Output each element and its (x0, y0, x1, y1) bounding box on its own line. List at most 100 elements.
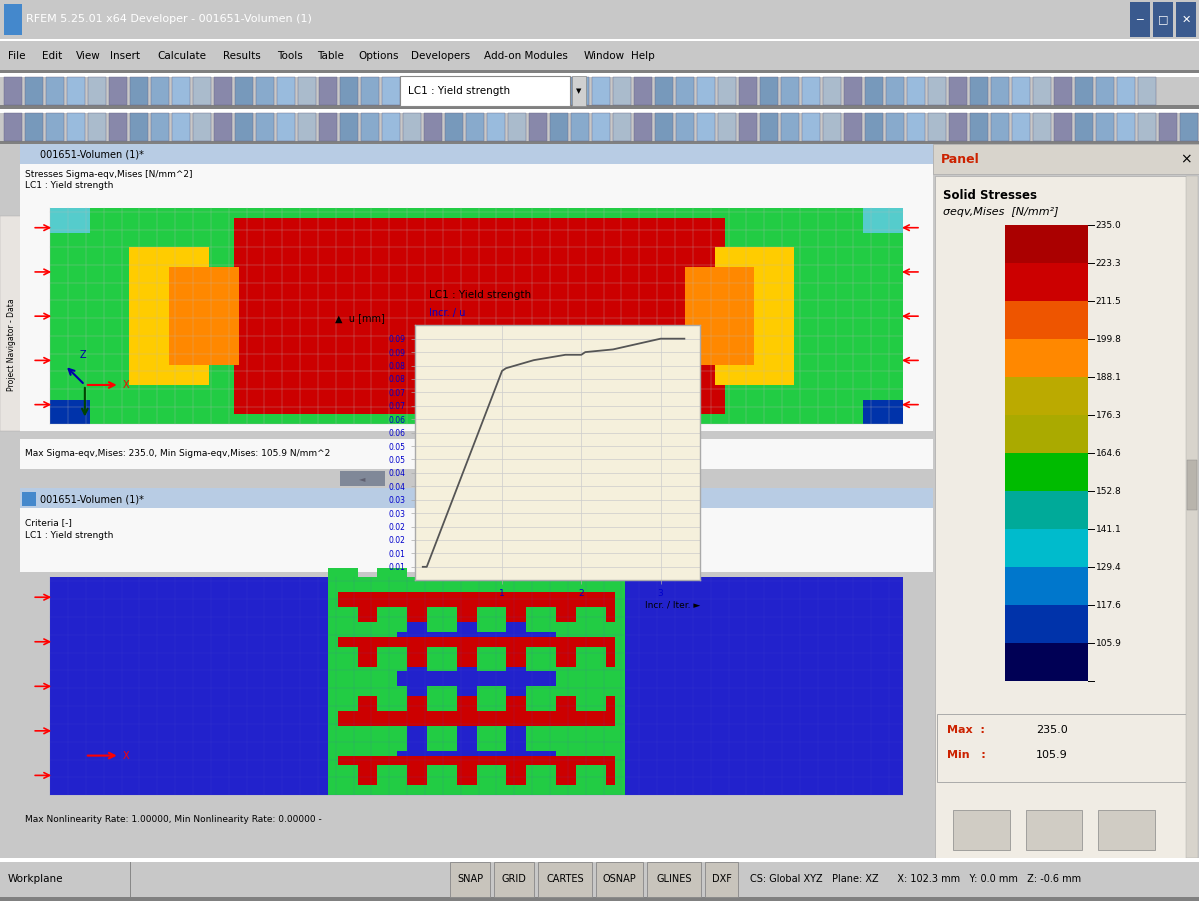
Text: OSNAP: OSNAP (603, 874, 637, 885)
Bar (1005, 529, 1087, 568)
Bar (338, 756, 615, 786)
Bar (213, 114, 231, 141)
Bar (685, 267, 754, 365)
Bar (171, 114, 189, 141)
Bar (906, 77, 924, 105)
Text: RFEM 5.25.01 x64 Developer - 001651-Volumen (1): RFEM 5.25.01 x64 Developer - 001651-Volu… (26, 14, 312, 24)
Bar (46, 77, 64, 105)
Bar (427, 647, 457, 671)
Bar (1005, 415, 1087, 453)
Bar (1012, 114, 1030, 141)
Bar (970, 77, 988, 105)
Text: LC1 : Yield strength: LC1 : Yield strength (408, 86, 510, 96)
Bar (229, 262, 724, 370)
Text: Results: Results (223, 50, 261, 61)
Bar (400, 76, 570, 106)
Bar (724, 208, 903, 424)
Bar (382, 77, 400, 105)
Bar (427, 607, 457, 632)
Bar (338, 592, 615, 622)
Text: 199.8: 199.8 (1096, 335, 1122, 344)
Bar (526, 766, 556, 790)
Bar (378, 687, 408, 711)
Bar (229, 218, 724, 414)
Text: CARTES: CARTES (547, 874, 584, 885)
Text: Min   :: Min : (947, 751, 986, 760)
Bar (327, 607, 357, 632)
Bar (193, 77, 211, 105)
Bar (1186, 177, 1198, 859)
Bar (1129, 2, 1150, 37)
Bar (338, 696, 615, 726)
Bar (592, 114, 610, 141)
Bar (928, 77, 946, 105)
Bar (0, 141, 1199, 144)
Bar (151, 77, 169, 105)
Bar (718, 77, 736, 105)
Text: Project Navigator - Data: Project Navigator - Data (7, 298, 16, 391)
Bar (886, 114, 904, 141)
Bar (1098, 810, 1155, 851)
Text: Edit: Edit (42, 50, 62, 61)
Bar (0, 215, 23, 431)
Bar (992, 77, 1010, 105)
Bar (1054, 114, 1072, 141)
Bar (378, 647, 408, 671)
Bar (823, 114, 840, 141)
Text: CS: Global XYZ   Plane: XZ      X: 102.3 mm   Y: 0.0 mm   Z: -0.6 mm: CS: Global XYZ Plane: XZ X: 102.3 mm Y: … (751, 874, 1081, 885)
Bar (319, 114, 337, 141)
Bar (424, 114, 442, 141)
Text: X: X (122, 380, 129, 390)
Bar (1005, 453, 1087, 491)
Bar (476, 726, 506, 751)
Bar (235, 77, 253, 105)
Bar (4, 114, 22, 141)
Bar (802, 114, 820, 141)
Text: Criteria [-]: Criteria [-] (25, 518, 72, 527)
Bar (886, 77, 904, 105)
Bar (718, 114, 736, 141)
Bar (341, 114, 359, 141)
Text: Add-on Modules: Add-on Modules (484, 50, 568, 61)
Bar (50, 208, 90, 232)
Bar (338, 637, 615, 667)
Bar (494, 862, 534, 896)
Bar (550, 77, 568, 105)
Text: ─: ─ (1137, 14, 1144, 24)
Bar (526, 607, 556, 632)
Bar (151, 114, 169, 141)
Bar (129, 114, 147, 141)
Bar (476, 766, 506, 790)
Bar (634, 114, 652, 141)
Text: X: X (122, 751, 129, 760)
Bar (25, 114, 43, 141)
Bar (4, 4, 22, 35)
Bar (427, 726, 457, 751)
Bar (88, 77, 106, 105)
Bar (1005, 340, 1087, 378)
Bar (67, 114, 85, 141)
Bar (109, 114, 127, 141)
Text: Calculate: Calculate (157, 50, 206, 61)
Text: Options: Options (359, 50, 398, 61)
Bar (403, 114, 421, 141)
Bar (378, 726, 408, 751)
Bar (378, 568, 408, 592)
Bar (50, 578, 903, 796)
Text: Z: Z (80, 350, 86, 360)
Bar (319, 77, 337, 105)
Bar (67, 77, 85, 105)
Bar (1159, 114, 1177, 141)
Bar (1138, 77, 1156, 105)
Bar (327, 726, 357, 751)
Text: 211.5: 211.5 (1096, 296, 1121, 305)
Text: ×: × (1180, 152, 1192, 166)
Bar (576, 647, 605, 671)
Bar (634, 77, 652, 105)
Text: ▼: ▼ (577, 88, 582, 94)
Bar (739, 77, 757, 105)
Bar (327, 766, 357, 790)
Bar (0, 105, 1199, 109)
Bar (526, 647, 556, 671)
Bar (571, 114, 589, 141)
